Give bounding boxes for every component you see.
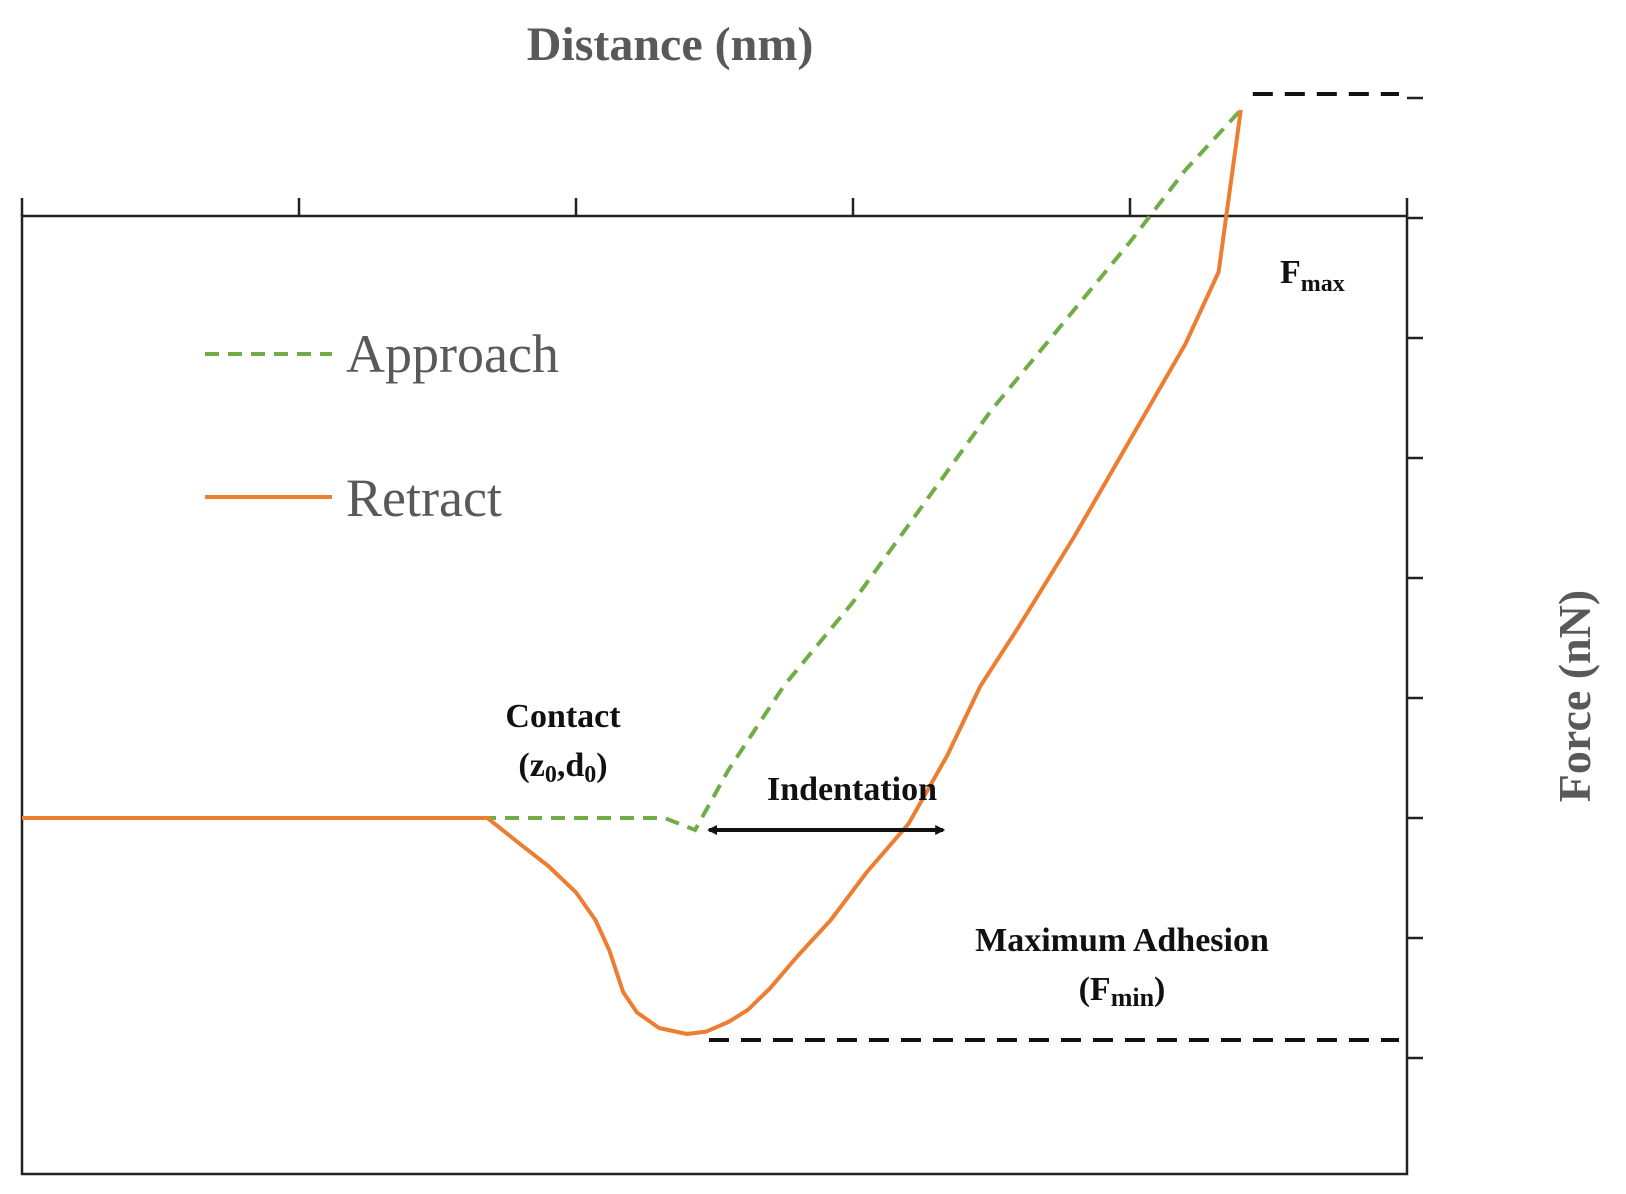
approach-series-line <box>22 108 1243 833</box>
retract-series-line <box>22 109 1243 1036</box>
indentation-label: Indentation <box>767 771 937 808</box>
x-axis-ticks <box>20 198 1409 216</box>
contact-coordinates-label: (z0,d0) <box>518 747 607 788</box>
f-min-label: (Fmin) <box>1079 971 1166 1012</box>
legend-retract-label: Retract <box>346 468 502 528</box>
contact-label: Contact <box>505 698 621 735</box>
y-axis-ticks <box>1407 96 1423 1060</box>
plot-frame <box>20 214 1409 1176</box>
maximum-adhesion-label: Maximum Adhesion <box>975 922 1269 959</box>
x-axis-title: Distance (nm) <box>527 18 814 71</box>
y-axis-title: Force (nN) <box>1549 590 1600 802</box>
legend: Approach Retract <box>205 324 559 528</box>
f-max-label: Fmax <box>1280 254 1345 297</box>
legend-approach-label: Approach <box>346 324 559 384</box>
